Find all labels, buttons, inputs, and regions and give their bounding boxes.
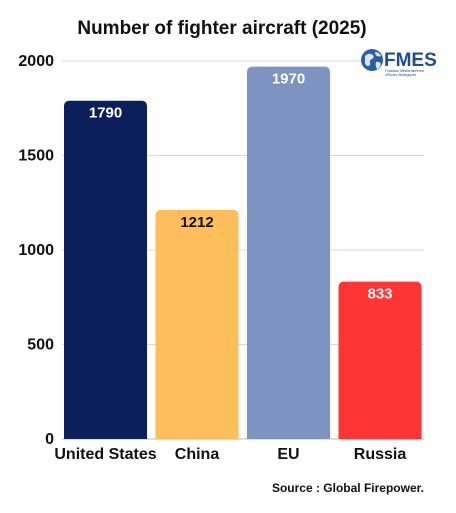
- y-tick-label: 1000: [18, 242, 54, 259]
- bar-china: [155, 209, 239, 439]
- y-axis-ticks: 0 500 1000 1500 2000: [18, 53, 54, 448]
- logo-subtitle-line-2: d'Études Stratégiques: [385, 72, 416, 77]
- y-tick-label: 0: [45, 431, 54, 448]
- fmes-logo: FMES Fondation Méditerranéenne d'Études …: [361, 49, 437, 77]
- bar-base: [338, 433, 422, 439]
- category-labels: United States China EU Russia: [54, 446, 406, 463]
- bar-base: [247, 433, 330, 439]
- logo-wordmark: FMES: [384, 50, 437, 71]
- y-tick-label: 2000: [18, 53, 54, 70]
- category-label: United States: [54, 446, 156, 463]
- logo-subtitle-line-1: Fondation Méditerranéenne: [385, 69, 424, 73]
- source-note: Source : Global Firepower.: [272, 481, 424, 495]
- category-label: Russia: [354, 446, 407, 463]
- value-label: 1970: [272, 71, 305, 88]
- bar-eu: [247, 66, 330, 440]
- chart-title: Number of fighter aircraft (2025): [77, 18, 366, 39]
- y-tick-label: 500: [27, 337, 54, 354]
- value-labels: 1790 1212 1970 833: [89, 71, 393, 303]
- bar-base: [155, 433, 239, 439]
- value-label: 833: [367, 286, 392, 303]
- value-label: 1790: [89, 105, 122, 122]
- y-tick-label: 1500: [18, 148, 54, 165]
- bars: [64, 66, 422, 440]
- bar-russia: [338, 281, 422, 439]
- bar-united-states: [64, 100, 147, 439]
- category-label: EU: [277, 446, 299, 463]
- category-label: China: [175, 446, 220, 463]
- bar-base: [64, 433, 147, 439]
- globe-icon: [361, 49, 383, 71]
- value-label: 1212: [180, 214, 213, 231]
